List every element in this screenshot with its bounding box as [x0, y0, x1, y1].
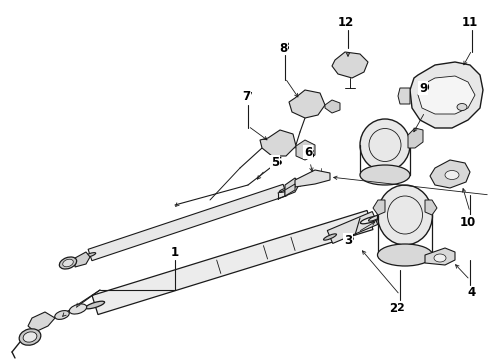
Ellipse shape	[360, 119, 410, 171]
Polygon shape	[285, 184, 295, 196]
Polygon shape	[92, 211, 373, 315]
Text: 7: 7	[244, 92, 252, 102]
Polygon shape	[425, 248, 455, 265]
Ellipse shape	[84, 253, 96, 257]
Text: 5: 5	[274, 157, 282, 167]
Text: 12: 12	[340, 17, 356, 27]
Polygon shape	[430, 160, 470, 188]
Text: 6: 6	[304, 145, 312, 158]
Text: 1: 1	[171, 246, 179, 258]
Polygon shape	[260, 130, 296, 156]
Text: 4: 4	[468, 287, 476, 300]
Text: 10: 10	[462, 217, 478, 227]
Text: 2: 2	[389, 302, 397, 315]
Text: 10: 10	[460, 216, 476, 229]
Polygon shape	[332, 52, 368, 78]
Ellipse shape	[279, 188, 291, 192]
Ellipse shape	[19, 329, 41, 345]
Text: 6: 6	[306, 150, 314, 160]
Text: 4: 4	[466, 288, 474, 298]
Ellipse shape	[59, 257, 76, 269]
Ellipse shape	[361, 216, 380, 224]
Text: 12: 12	[338, 15, 354, 28]
Polygon shape	[425, 200, 437, 215]
Polygon shape	[88, 184, 287, 261]
Polygon shape	[398, 88, 410, 104]
Ellipse shape	[323, 234, 337, 240]
Polygon shape	[75, 252, 90, 267]
Ellipse shape	[85, 301, 104, 309]
Polygon shape	[418, 76, 475, 114]
Polygon shape	[373, 200, 385, 215]
Text: 8: 8	[279, 41, 287, 54]
Text: 9: 9	[419, 81, 427, 94]
Ellipse shape	[457, 104, 467, 111]
Ellipse shape	[377, 185, 433, 245]
Ellipse shape	[23, 332, 37, 342]
Text: 3: 3	[346, 233, 354, 243]
Text: 7: 7	[242, 90, 250, 104]
Text: 1: 1	[171, 250, 179, 260]
Ellipse shape	[368, 215, 382, 221]
Ellipse shape	[434, 254, 446, 262]
Polygon shape	[295, 170, 330, 187]
Text: 5: 5	[271, 156, 279, 168]
Polygon shape	[289, 90, 325, 118]
Polygon shape	[410, 62, 483, 128]
Polygon shape	[285, 178, 300, 196]
Ellipse shape	[55, 311, 69, 319]
Text: 11: 11	[462, 15, 478, 28]
Text: 11: 11	[464, 17, 480, 27]
Ellipse shape	[69, 304, 87, 314]
Text: 8: 8	[281, 42, 289, 52]
Ellipse shape	[445, 171, 459, 180]
Text: 3: 3	[344, 234, 352, 247]
Text: 2: 2	[396, 303, 404, 313]
Polygon shape	[28, 312, 55, 332]
Polygon shape	[296, 140, 315, 160]
Polygon shape	[327, 212, 378, 243]
Polygon shape	[325, 100, 340, 113]
Text: 9: 9	[421, 83, 429, 93]
Polygon shape	[408, 128, 423, 148]
Ellipse shape	[63, 259, 74, 267]
Ellipse shape	[360, 165, 410, 185]
Ellipse shape	[377, 244, 433, 266]
